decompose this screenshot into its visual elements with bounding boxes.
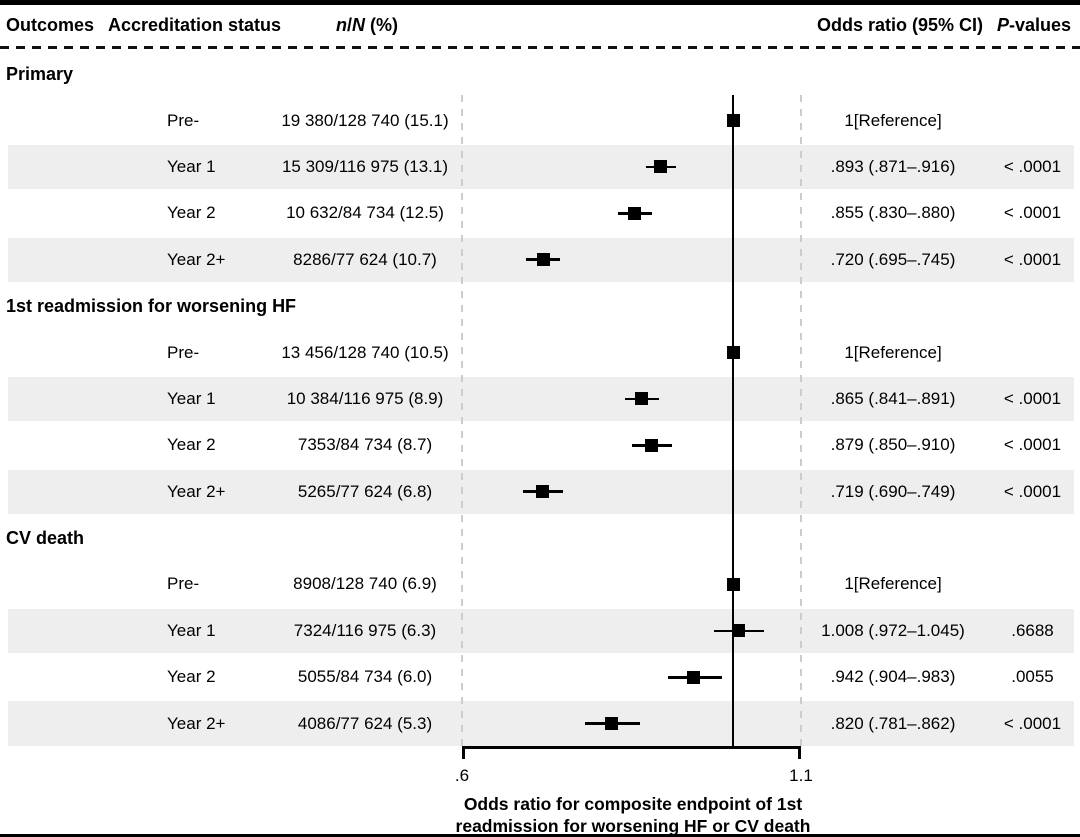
n-over-N-cell: 8286/77 624 (10.7) — [293, 249, 437, 269]
row-shading — [8, 144, 1074, 190]
odds-ratio-ci-cell: .865 (.841–.891) — [830, 388, 956, 408]
accreditation-status-cell: Year 2+ — [167, 713, 226, 733]
accreditation-status-cell: Year 2 — [167, 667, 216, 687]
table-row: Year 1 7324/116 975 (6.3) 1.008 (.972–1.… — [0, 608, 1080, 654]
n-over-N-cell: 7353/84 734 (8.7) — [297, 435, 433, 455]
top-rule — [0, 0, 1080, 5]
row-shading — [8, 701, 1074, 746]
odds-ratio-ci-cell: 1[Reference] — [844, 342, 942, 362]
section-header-row: Primary — [0, 51, 1080, 97]
outcome-section: Primary Pre- 19 380/128 740 (15.1) 1[Ref… — [0, 51, 1080, 283]
accreditation-status-cell: Pre- — [167, 342, 200, 362]
table-row: Year 1 15 309/116 975 (13.1) .893 (.871–… — [0, 144, 1080, 190]
p-value-cell — [985, 329, 1080, 375]
table-header: Outcomes Accreditation status n/N (%) Od… — [0, 5, 1080, 46]
p-value-cell: < .0001 — [1003, 203, 1062, 223]
odds-ratio-ci-cell: .893 (.871–.916) — [830, 156, 956, 176]
n-over-N-cell: 5265/77 624 (6.8) — [297, 481, 433, 501]
n-over-N-cell: 10 632/84 734 (12.5) — [286, 203, 444, 223]
accreditation-status-cell: Year 2+ — [167, 481, 226, 501]
outcome-rows: Primary Pre- 19 380/128 740 (15.1) 1[Ref… — [0, 51, 1080, 747]
n-over-N-cell: 10 384/116 975 (8.9) — [286, 388, 444, 408]
table-row: Pre- 19 380/128 740 (15.1) 1[Reference] — [0, 97, 1080, 143]
p-value-cell: < .0001 — [1003, 435, 1062, 455]
p-value-cell: .0055 — [1011, 667, 1054, 687]
p-value-cell — [985, 97, 1080, 143]
p-value-cell: < .0001 — [1003, 388, 1062, 408]
column-header-n-over-N: n/N (%) — [305, 5, 429, 46]
accreditation-status-cell: Year 2+ — [167, 249, 226, 269]
p-value-cell: < .0001 — [1003, 481, 1062, 501]
n-over-N-cell: 8908/128 740 (6.9) — [293, 574, 437, 594]
x-axis-tick-label-left: .6 — [454, 766, 470, 785]
p-value-cell — [985, 561, 1080, 607]
odds-ratio-ci-cell: .855 (.830–.880) — [830, 203, 956, 223]
column-header-outcomes: Outcomes — [6, 15, 95, 35]
n-over-N-cell: 5055/84 734 (6.0) — [297, 667, 433, 687]
accreditation-status-cell: Year 1 — [167, 156, 216, 176]
odds-ratio-ci-cell: .879 (.850–.910) — [830, 435, 956, 455]
n-over-N-cell: 7324/116 975 (6.3) — [293, 620, 437, 640]
table-row: Year 1 10 384/116 975 (8.9) .865 (.841–.… — [0, 376, 1080, 422]
n-over-N-cell: 13 456/128 740 (10.5) — [281, 342, 449, 362]
accreditation-status-cell: Year 2 — [167, 203, 216, 223]
n-over-N-cell: 15 309/116 975 (13.1) — [281, 156, 449, 176]
odds-ratio-ci-cell: .942 (.904–.983) — [830, 667, 956, 687]
n-over-N-cell: 4086/77 624 (5.3) — [297, 713, 433, 733]
table-row: Year 2 7353/84 734 (8.7) .879 (.850–.910… — [0, 422, 1080, 468]
column-header-accreditation-status: Accreditation status — [108, 15, 282, 35]
column-header-odds-ratio: Odds ratio (95% CI) — [816, 15, 984, 35]
header-separator-dashed-rule — [0, 46, 1080, 49]
x-axis-title: Odds ratio for composite endpoint of 1st… — [433, 793, 833, 837]
p-value-cell: < .0001 — [1003, 249, 1062, 269]
table-row: Pre- 13 456/128 740 (10.5) 1[Reference] — [0, 329, 1080, 375]
n-over-N-label: n/N (%) — [335, 15, 398, 35]
column-header-p-values: P-values — [988, 5, 1080, 46]
table-row: Year 2+ 8286/77 624 (10.7) .720 (.695–.7… — [0, 237, 1080, 283]
table-row: Year 2 10 632/84 734 (12.5) .855 (.830–.… — [0, 190, 1080, 236]
table-row: Pre- 8908/128 740 (6.9) 1[Reference] — [0, 561, 1080, 607]
odds-ratio-ci-cell: .820 (.781–.862) — [830, 713, 956, 733]
row-shading — [8, 608, 1074, 654]
odds-ratio-ci-cell: .720 (.695–.745) — [830, 249, 956, 269]
section-header-row: CV death — [0, 515, 1080, 561]
p-values-label: P-values — [996, 15, 1072, 35]
accreditation-status-cell: Pre- — [167, 574, 200, 594]
odds-ratio-ci-cell: 1[Reference] — [844, 574, 942, 594]
table-row: Year 2+ 4086/77 624 (5.3) .820 (.781–.86… — [0, 700, 1080, 746]
table-row: Year 2+ 5265/77 624 (6.8) .719 (.690–.74… — [0, 469, 1080, 515]
table-row: Year 2 5055/84 734 (6.0) .942 (.904–.983… — [0, 654, 1080, 700]
outcome-section: CV death Pre- 8908/128 740 (6.9) 1[Refer… — [0, 515, 1080, 747]
accreditation-status-cell: Pre- — [167, 110, 200, 130]
p-value-cell: < .0001 — [1003, 156, 1062, 176]
odds-ratio-ci-cell: 1.008 (.972–1.045) — [821, 620, 965, 640]
x-axis-title-line1: Odds ratio for composite endpoint of 1st — [463, 794, 803, 814]
odds-ratio-ci-cell: .719 (.690–.749) — [830, 481, 956, 501]
section-header-row: 1st readmission for worsening HF — [0, 283, 1080, 329]
accreditation-status-cell: Year 1 — [167, 388, 216, 408]
x-axis-tick-label-right: 1.1 — [789, 766, 813, 785]
x-axis-tick-right — [798, 746, 801, 759]
p-value-cell: < .0001 — [1003, 713, 1062, 733]
section-label: Primary — [6, 63, 74, 84]
row-shading — [8, 376, 1074, 422]
accreditation-status-cell: Year 2 — [167, 435, 216, 455]
n-over-N-cell: 19 380/128 740 (15.1) — [281, 110, 449, 130]
x-axis-tick-left — [462, 746, 465, 759]
section-label: CV death — [6, 527, 85, 548]
p-value-cell: .6688 — [1011, 620, 1054, 640]
odds-ratio-ci-cell: 1[Reference] — [844, 110, 942, 130]
outcome-section: 1st readmission for worsening HF Pre- 13… — [0, 283, 1080, 515]
section-label: 1st readmission for worsening HF — [6, 295, 297, 316]
accreditation-status-cell: Year 1 — [167, 620, 216, 640]
bottom-rule — [0, 834, 1080, 837]
